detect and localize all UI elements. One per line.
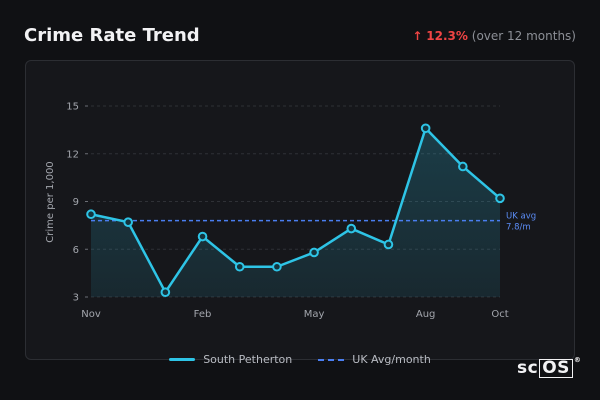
legend-swatch-solid — [169, 358, 196, 361]
trend-up-arrow-icon: ↑ — [412, 29, 423, 43]
uk-average-label: UK avg — [506, 212, 536, 222]
y-tick-label: 12 — [66, 149, 79, 160]
trend-percentage: 12.3% — [426, 29, 468, 43]
data-point[interactable] — [272, 261, 282, 272]
series-area-fill — [91, 128, 500, 297]
logo-boxed-text: OS — [539, 358, 573, 378]
chart-legend: South Petherton UK Avg/month — [0, 353, 600, 366]
data-point[interactable] — [234, 261, 245, 272]
x-tick-label: May — [304, 309, 325, 320]
registered-mark: ® — [573, 356, 582, 364]
trend-period-note: (over 12 months) — [471, 29, 576, 43]
legend-label-uk-average: UK Avg/month — [352, 353, 431, 366]
y-axis-label: Crime per 1,000 — [45, 161, 56, 242]
data-point[interactable] — [197, 231, 208, 242]
chart-title: Crime Rate Trend — [24, 25, 200, 46]
data-point[interactable] — [495, 193, 505, 204]
data-point[interactable] — [160, 287, 171, 298]
x-tick-label: Aug — [416, 309, 436, 320]
logo-prefix: sc — [517, 358, 539, 378]
data-point[interactable] — [420, 123, 431, 134]
scos-logo: sc OS ® — [517, 356, 582, 378]
series-line-south-petherton — [90, 127, 501, 294]
x-tick-label: Oct — [491, 309, 508, 320]
data-point[interactable] — [346, 223, 357, 234]
x-tick-label: Nov — [81, 309, 101, 320]
legend-label-series: South Petherton — [203, 353, 293, 366]
y-tick-label: 9 — [73, 197, 79, 208]
data-point[interactable] — [309, 247, 319, 258]
legend-item-series[interactable]: South Petherton — [169, 353, 292, 366]
data-point[interactable] — [123, 217, 133, 227]
data-point[interactable] — [383, 239, 394, 250]
y-tick-label: 15 — [66, 102, 79, 113]
x-tick-label: Feb — [194, 309, 212, 320]
legend-item-uk-average[interactable]: UK Avg/month — [318, 353, 431, 366]
legend-swatch-dashed — [318, 358, 345, 361]
y-tick-label: 3 — [73, 293, 79, 304]
data-point[interactable] — [86, 209, 96, 220]
y-tick-label: 6 — [73, 245, 79, 256]
trend-summary: ↑ 12.3% (over 12 months) — [412, 29, 576, 43]
uk-average-value-label: 7.8/m — [506, 223, 531, 233]
data-point[interactable] — [458, 161, 468, 172]
